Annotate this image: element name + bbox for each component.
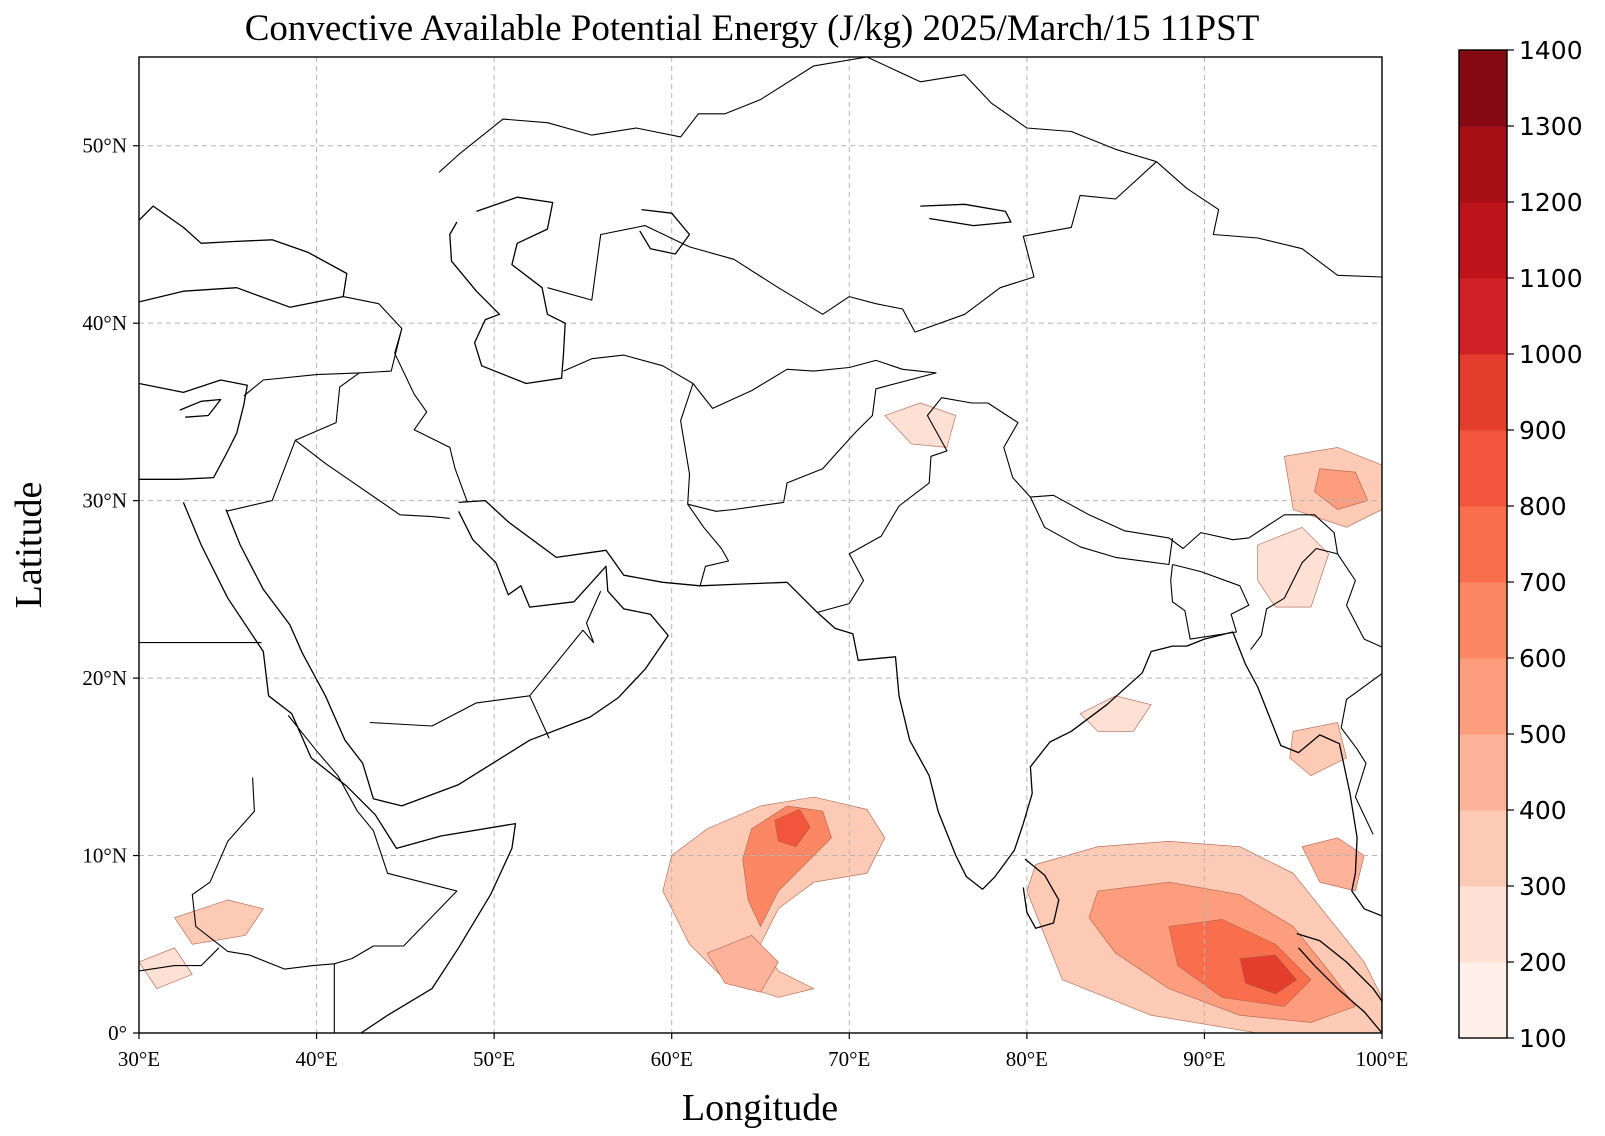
- coastline-black-sea: [139, 205, 348, 308]
- coastline-lake-balkhash: [920, 203, 1012, 227]
- colorbar-segment: [1459, 658, 1507, 735]
- border-central-asia-south: [547, 225, 916, 333]
- cape-region-kashmir-patch: [884, 402, 957, 448]
- colorbar-tick-label: 1300: [1519, 112, 1583, 141]
- cape-region-tibet-east-core: [1314, 468, 1369, 510]
- x-tick-label: 40°E: [295, 1047, 337, 1071]
- x-axis-ticks: 30°E 40°E 50°E 60°E 70°E 80°E 90°E 100°E: [118, 1033, 1408, 1071]
- border-nepal-south: [1029, 496, 1174, 566]
- border-iran-afghan-pak: [680, 372, 937, 512]
- border-pakistan-india: [817, 397, 988, 613]
- colorbar-tick-label: 200: [1519, 948, 1567, 977]
- x-tick-label: 30°E: [118, 1047, 160, 1071]
- x-axis-label: Longitude: [682, 1087, 838, 1129]
- colorbar-frame: [1458, 49, 1508, 1039]
- colorbar-tick-label: 1000: [1519, 340, 1583, 369]
- colorbar-tick-label: 500: [1519, 720, 1567, 749]
- colorbar-tick-label: 100: [1519, 1024, 1567, 1053]
- coastline-caspian-sea: [449, 196, 566, 385]
- x-tick-label: 90°E: [1183, 1047, 1225, 1071]
- cape-region-arabian-sea-south: [706, 935, 779, 993]
- colorbar-tick-label: 800: [1519, 492, 1567, 521]
- x-tick-label: 80°E: [1006, 1047, 1048, 1071]
- colorbar-tick-label: 1400: [1519, 36, 1583, 65]
- border-russia-kazakhstan: [438, 57, 1157, 173]
- colorbar-segment: [1459, 962, 1507, 1039]
- cape-contour-layer: [139, 402, 1382, 1033]
- border-kazakhstan-china: [914, 161, 1157, 333]
- border-bangladesh: [1170, 563, 1250, 640]
- cape-region-east-africa-patch: [174, 899, 264, 945]
- coastline-sri-lanka: [1022, 858, 1060, 929]
- border-iran-pakistan: [687, 503, 730, 586]
- x-tick-label: 70°E: [828, 1047, 870, 1071]
- coastline-sumatra: [1296, 932, 1382, 1033]
- colorbar-tick-label: 600: [1519, 644, 1567, 673]
- cape-region-west-bengal-strip: [1079, 695, 1152, 732]
- colorbar-segment: [1459, 430, 1507, 507]
- x-tick-label: 50°E: [473, 1047, 515, 1071]
- colorbar-tick-label: 1200: [1519, 188, 1583, 217]
- colorbar-segment: [1459, 886, 1507, 963]
- colorbar-segment: [1459, 50, 1507, 127]
- cape-region-arabian-sea-core: [742, 805, 832, 928]
- y-tick-label: 50°N: [82, 134, 127, 158]
- border-saudi-north: [225, 439, 450, 519]
- y-tick-label: 40°N: [82, 311, 127, 335]
- colorbar-tick-label: 700: [1519, 568, 1567, 597]
- y-axis-label: Latitude: [8, 482, 50, 609]
- y-tick-label: 20°N: [82, 666, 127, 690]
- border-iran-iraq: [394, 328, 469, 503]
- cape-region-northeast-india: [1257, 526, 1330, 608]
- border-africa-interior: [139, 947, 220, 972]
- colorbar-segment: [1459, 506, 1507, 583]
- colorbar-segment: [1459, 734, 1507, 811]
- coastline-aral-sea: [639, 208, 691, 255]
- border-iraq-turkey-syria: [243, 296, 403, 397]
- colorbar-segment: [1459, 810, 1507, 887]
- colorbar-segment: [1459, 582, 1507, 659]
- colorbar-segment: [1459, 126, 1507, 203]
- cape-region-bay-of-bengal-max: [1239, 954, 1298, 995]
- coastline-cyprus: [179, 398, 222, 418]
- colorbar: 100 200 300 400 500 600 700 800 900 1000 1100 1200 1…: [1458, 36, 1583, 1053]
- border-iran-turkmen-afghan: [563, 354, 937, 409]
- x-tick-label: 100°E: [1356, 1047, 1409, 1071]
- colorbar-tick-label: 400: [1519, 796, 1567, 825]
- border-india-china-himalaya: [987, 402, 1339, 651]
- y-axis-ticks: 0° 10°N 20°N 30°N 40°N 50°N: [82, 134, 139, 1045]
- y-tick-label: 0°: [108, 1021, 127, 1045]
- colorbar-tick-label: 900: [1519, 416, 1567, 445]
- colorbar-segment: [1459, 278, 1507, 355]
- border-syria-jordan-iraq: [295, 372, 360, 441]
- y-tick-label: 10°N: [82, 844, 127, 868]
- map-plot-area: [139, 57, 1382, 1033]
- coastline-mediterranean-east: [139, 379, 248, 480]
- colorbar-tick-label: 300: [1519, 872, 1567, 901]
- border-yemen-oman-saudi: [369, 590, 602, 727]
- colorbar-tick-label: 1100: [1519, 264, 1583, 293]
- colorbar-segment: [1459, 202, 1507, 279]
- cape-region-andaman-sea: [1301, 837, 1365, 892]
- colorbar-segment: [1459, 354, 1507, 431]
- cape-region-myanmar-patch: [1289, 722, 1347, 777]
- country-border-layer: [139, 57, 1382, 1033]
- figure-title: Convective Available Potential Energy (J…: [245, 8, 1260, 49]
- cape-region-arabian-sea-peak: [774, 809, 811, 848]
- coastline-persian-gulf-north: [458, 499, 788, 587]
- border-myanmar-thailand: [1337, 553, 1382, 835]
- x-tick-label: 60°E: [651, 1047, 693, 1071]
- coastline-arabian-peninsula: [225, 509, 669, 807]
- gridline-layer: [139, 57, 1382, 1033]
- coastline-india: [786, 581, 1382, 917]
- border-yemen-oman: [529, 695, 550, 739]
- border-mongolia-china: [1156, 161, 1382, 278]
- map-frame: [138, 56, 1383, 1034]
- cape-region-east-africa-south: [139, 947, 193, 989]
- y-tick-label: 30°N: [82, 489, 127, 513]
